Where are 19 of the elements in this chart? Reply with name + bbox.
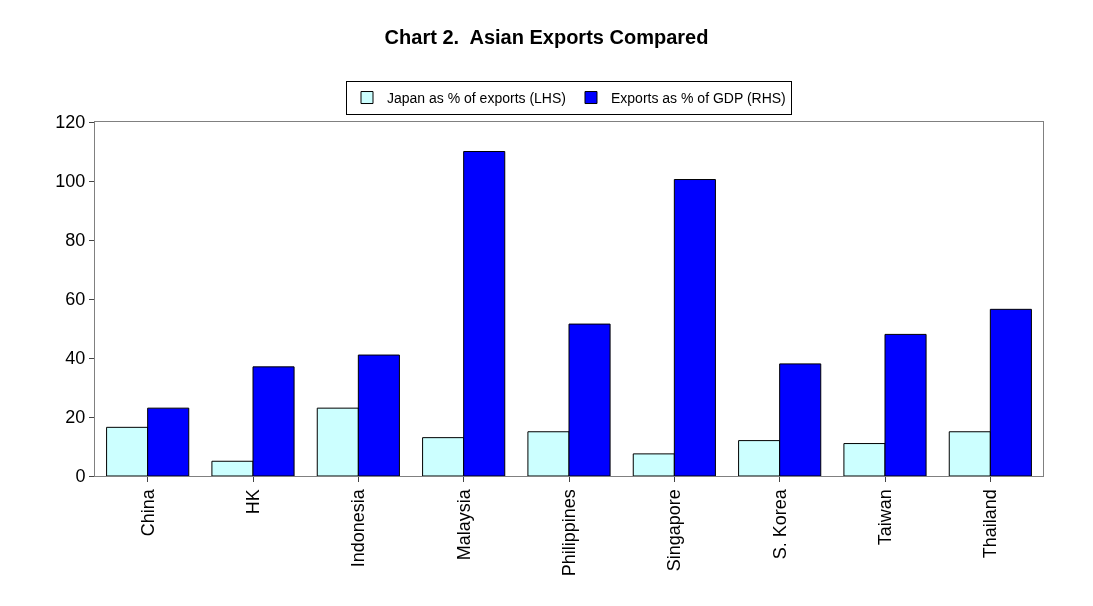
x-tick-label: China: [137, 488, 158, 537]
y-tick-label: 20: [65, 407, 86, 428]
y-tick-label: 100: [55, 171, 86, 192]
x-tick-label: Taiwan: [874, 489, 895, 546]
x-tick-label: HK: [242, 489, 263, 515]
y-tick-label: 80: [65, 230, 86, 251]
y-tick-label: 0: [75, 466, 86, 487]
x-tick-label: Indonesia: [348, 488, 369, 568]
chart-title: Chart 2. Asian Exports Compared: [384, 26, 709, 49]
y-tick-label: 60: [65, 289, 86, 310]
y-tick-label: 40: [65, 348, 86, 369]
legend-label: Exports as % of GDP (RHS): [610, 89, 786, 106]
y-tick-label: 120: [55, 112, 86, 133]
x-tick-label: Singapore: [664, 489, 685, 572]
x-tick-label: Thailand: [980, 489, 1001, 559]
x-tick-label: Philippines: [558, 489, 579, 577]
legend-label: Japan as % of exports (LHS): [387, 89, 566, 106]
x-tick-label: Malaysia: [453, 488, 474, 561]
x-tick-label: S. Korea: [769, 488, 790, 560]
